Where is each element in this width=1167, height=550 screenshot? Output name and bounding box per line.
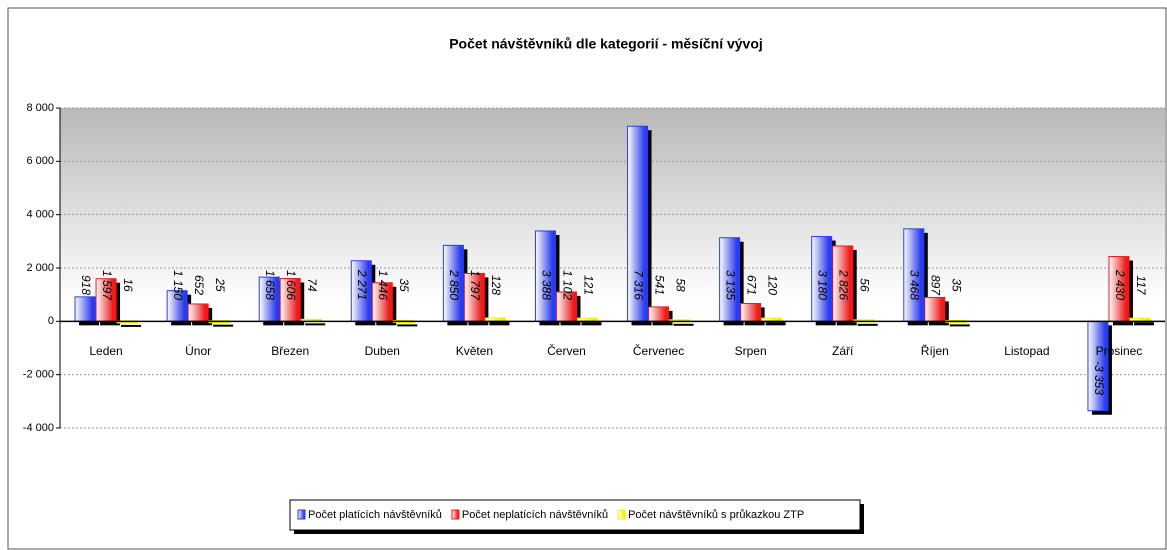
x-tick-label: Červenec xyxy=(633,343,684,358)
bar xyxy=(187,303,209,322)
legend-swatch xyxy=(617,509,626,520)
bar-shadow xyxy=(1133,322,1154,326)
value-label: 35 xyxy=(950,278,964,292)
value-label: 3 180 xyxy=(816,270,830,300)
bar-shadow xyxy=(213,324,234,327)
y-tick-label: -2 000 xyxy=(23,369,54,381)
value-label: 541 xyxy=(652,275,666,295)
value-label: 2 826 xyxy=(837,269,851,300)
bar xyxy=(740,302,762,322)
x-tick-label: Prosinec xyxy=(1096,344,1143,358)
bar-shadow xyxy=(397,324,418,327)
value-label: 1 597 xyxy=(100,270,114,301)
bar-shadow xyxy=(121,324,142,327)
y-tick-label: 6 000 xyxy=(26,155,54,167)
value-label: 7 316 xyxy=(631,270,645,300)
value-label: 120 xyxy=(765,275,779,295)
x-tick-label: Srpen xyxy=(735,344,767,358)
legend xyxy=(289,499,861,531)
legend-swatch xyxy=(297,509,306,520)
legend-label: Počet neplatících návštěvníků xyxy=(462,509,608,521)
bar-shadow xyxy=(857,323,878,326)
bar xyxy=(648,306,670,322)
value-label: 652 xyxy=(192,275,206,295)
y-tick-label: 0 xyxy=(48,315,54,327)
value-label: 3 135 xyxy=(723,270,737,300)
x-tick-label: Listopad xyxy=(1004,344,1049,358)
value-label: 1 102 xyxy=(560,270,574,300)
value-label: 671 xyxy=(744,275,758,295)
x-tick-label: Únor xyxy=(185,343,211,358)
x-tick-label: Září xyxy=(832,344,854,358)
value-label: 25 xyxy=(213,277,227,292)
value-label: -3 353 xyxy=(1092,361,1106,395)
value-label: 1 658 xyxy=(263,270,277,300)
legend-label: Počet platících návštěvníků xyxy=(308,509,442,521)
bar-shadow xyxy=(765,322,786,326)
bar xyxy=(924,296,946,322)
value-label: 128 xyxy=(489,275,503,295)
bar-shadow xyxy=(489,321,510,326)
value-label: 2 271 xyxy=(355,269,369,300)
value-label: 16 xyxy=(121,278,135,292)
value-label: 3 468 xyxy=(908,270,922,300)
legend-swatch xyxy=(451,509,460,520)
value-label: 56 xyxy=(858,278,872,292)
legend-label: Počet návštěvníků s průkazkou ZTP xyxy=(628,509,804,521)
x-tick-label: Červen xyxy=(547,343,586,358)
value-label: 35 xyxy=(397,278,411,292)
value-label: 117 xyxy=(1134,275,1148,295)
value-label: 2 430 xyxy=(1113,269,1127,300)
chart-title: Počet návštěvníků dle kategorií - měsíčn… xyxy=(449,36,763,52)
value-label: 1 446 xyxy=(376,270,390,300)
x-tick-label: Březen xyxy=(271,344,309,358)
x-tick-label: Leden xyxy=(89,344,122,358)
value-label: 918 xyxy=(79,275,93,295)
bar-shadow xyxy=(305,323,326,326)
x-tick-label: Říjen xyxy=(921,343,949,358)
bar xyxy=(74,296,96,322)
y-tick-label: 4 000 xyxy=(26,209,54,221)
y-tick-label: 2 000 xyxy=(26,262,54,274)
bar-shadow xyxy=(673,323,694,326)
y-tick-label: 8 000 xyxy=(26,102,54,114)
bar-shadow xyxy=(581,322,602,326)
x-tick-label: Květen xyxy=(456,344,493,358)
y-tick-label: -4 000 xyxy=(23,422,54,434)
value-label: 2 850 xyxy=(447,269,461,300)
value-label: 1 797 xyxy=(468,270,482,301)
value-label: 58 xyxy=(673,278,687,292)
bar-shadow xyxy=(949,324,970,327)
x-tick-label: Duben xyxy=(365,344,400,358)
value-label: 1 150 xyxy=(171,270,185,300)
value-label: 3 388 xyxy=(539,270,553,300)
value-label: 1 606 xyxy=(284,270,298,300)
value-label: 74 xyxy=(305,278,319,292)
value-label: 897 xyxy=(929,275,943,296)
value-label: 121 xyxy=(581,275,595,295)
